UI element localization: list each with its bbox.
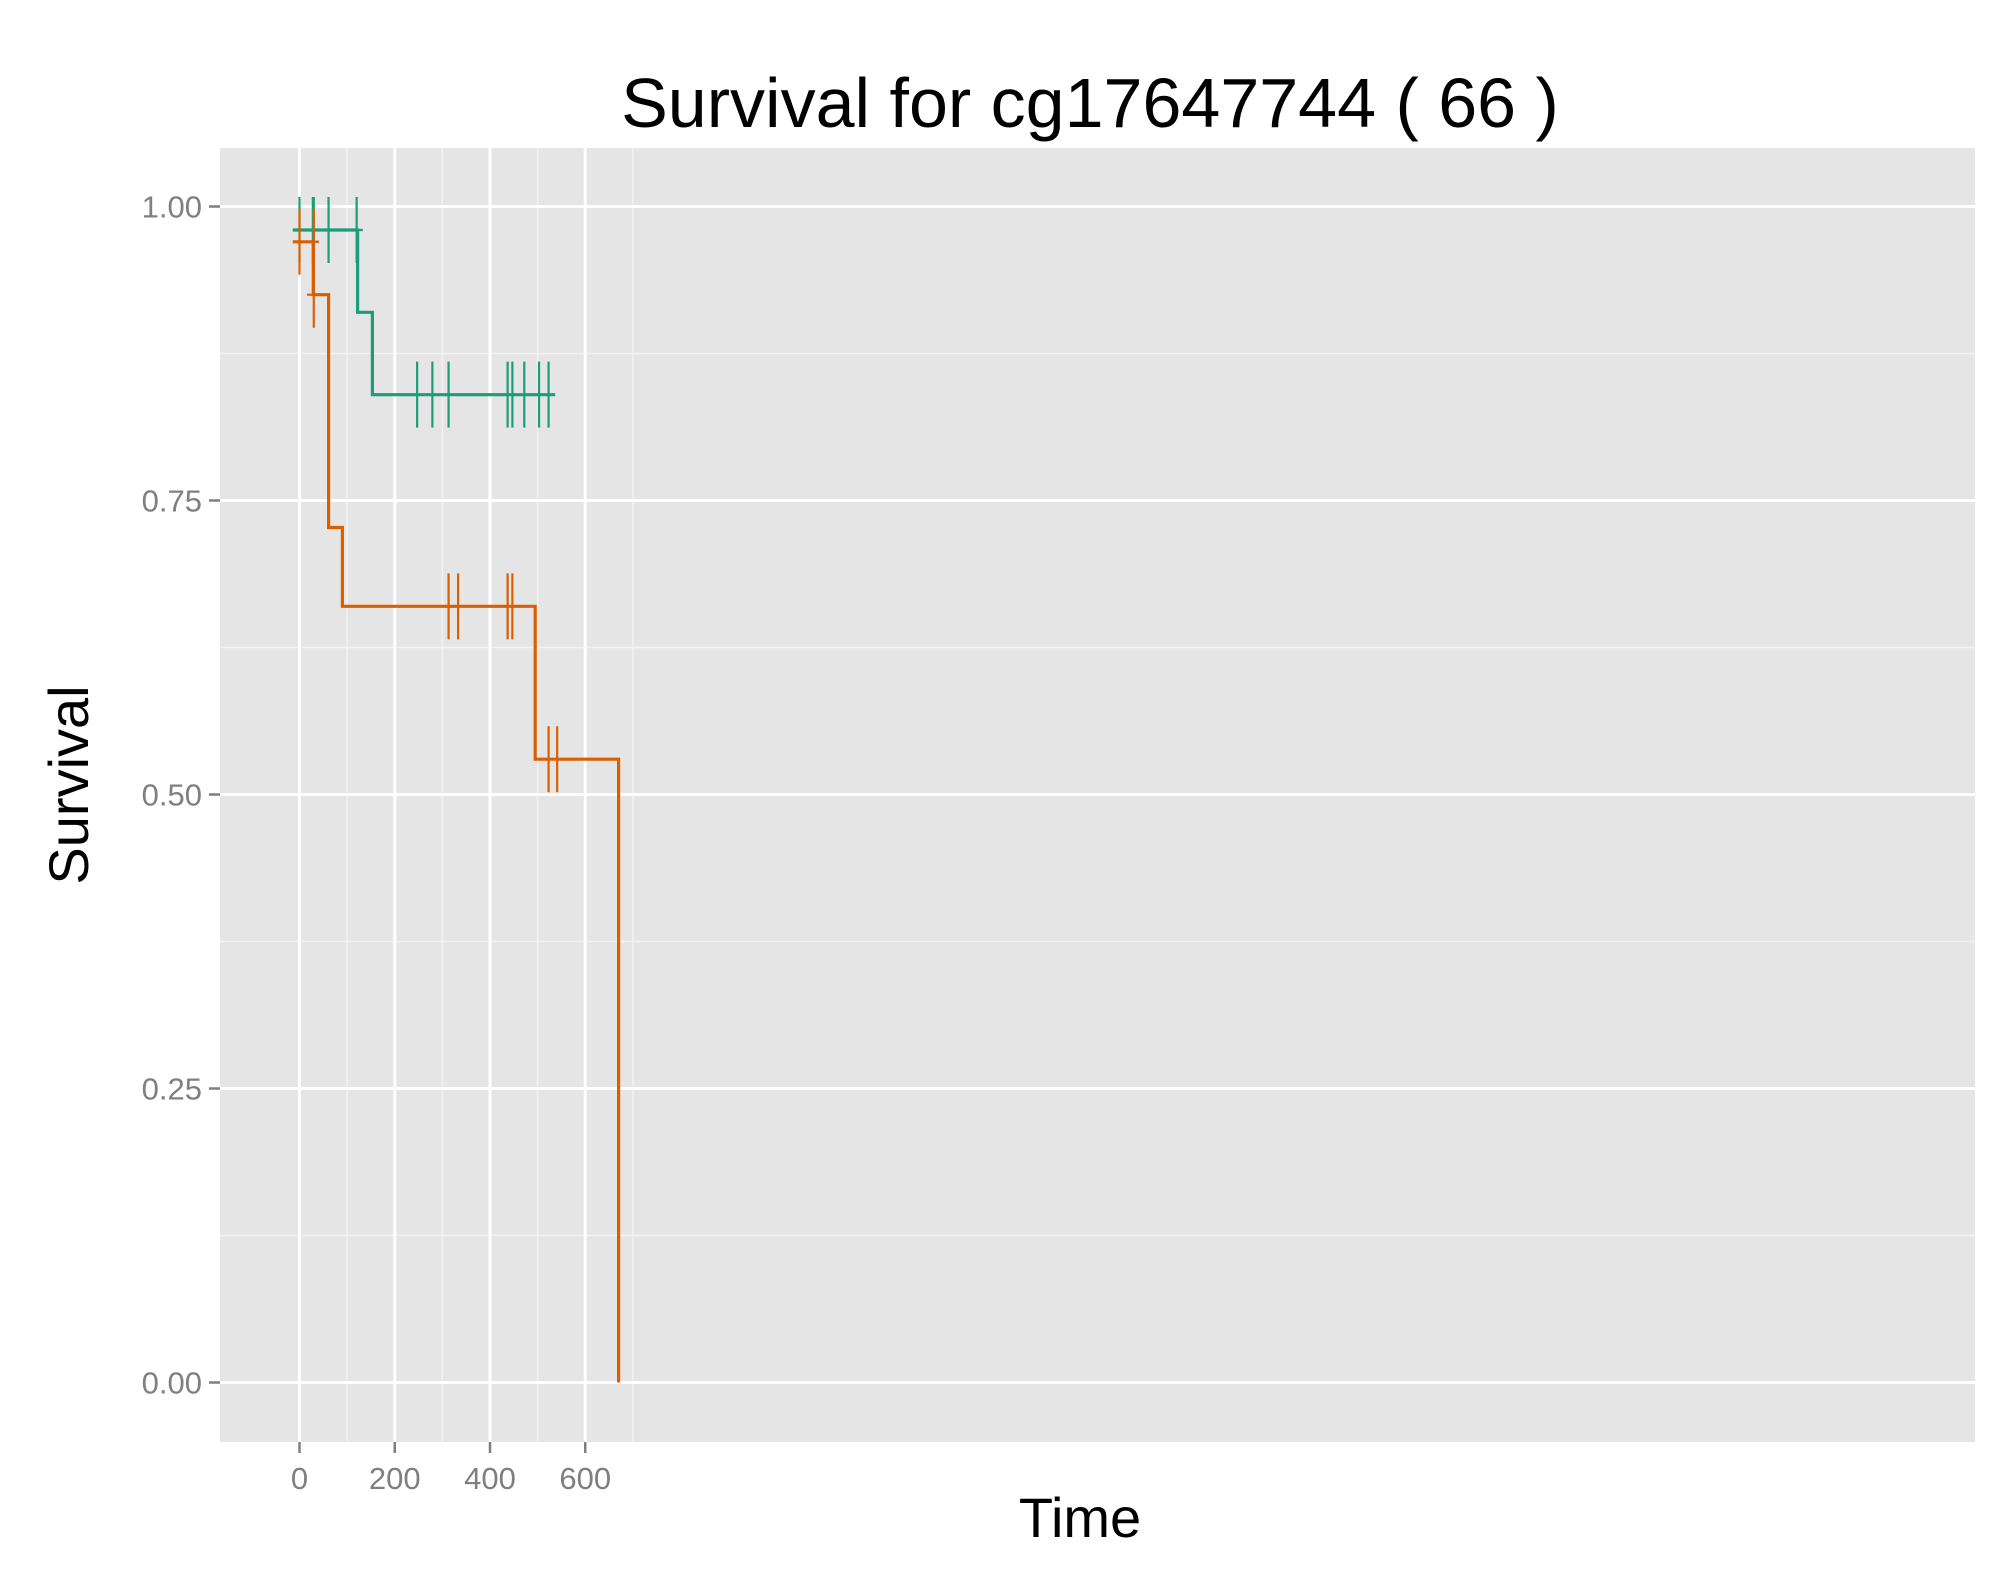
chart-title: Survival for cg17647744 ( 66 ) (621, 64, 1559, 142)
y-tick-label: 0.00 (142, 1366, 202, 1401)
y-tick-label: 0.25 (142, 1072, 202, 1107)
x-tick-label: 200 (369, 1461, 421, 1496)
y-axis-title: Survival (37, 685, 100, 884)
x-tick-label: 0 (291, 1461, 308, 1496)
x-tick-label: 600 (559, 1461, 611, 1496)
x-axis-title: Time (1019, 1486, 1141, 1549)
x-tick-label: 400 (464, 1461, 516, 1496)
y-tick-label: 0.50 (142, 778, 202, 813)
y-tick-label: 0.75 (142, 484, 202, 519)
y-tick-label: 1.00 (142, 190, 202, 225)
